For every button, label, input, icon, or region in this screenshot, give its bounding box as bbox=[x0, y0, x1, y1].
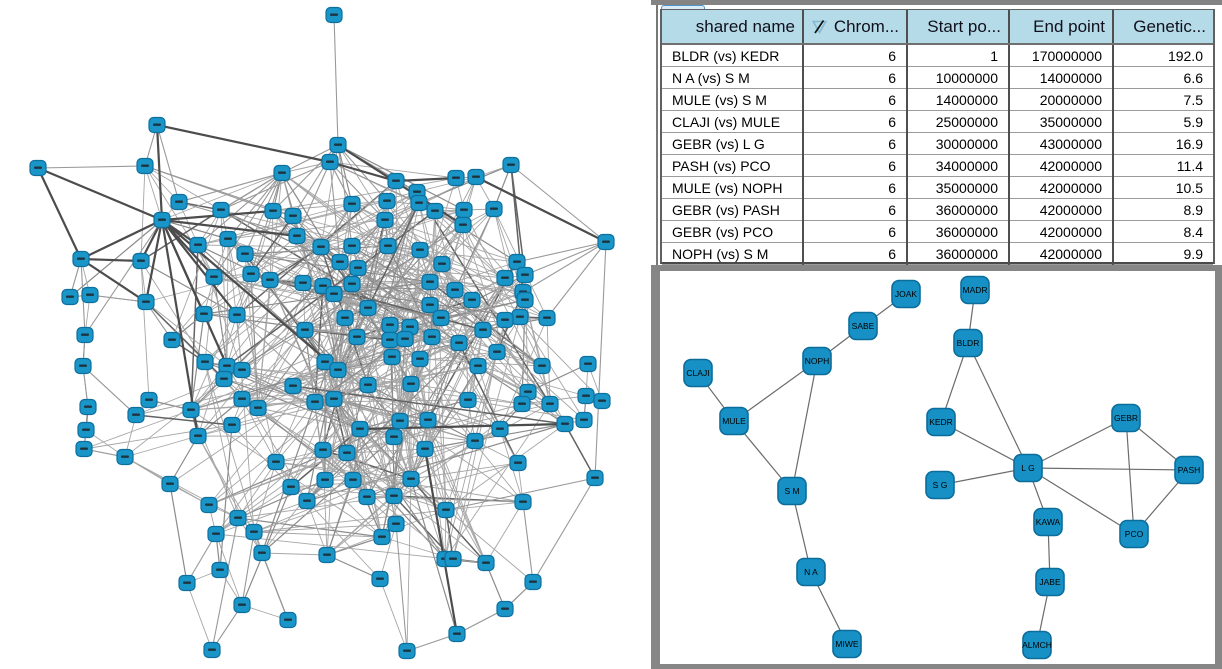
svg-text:PASH: PASH bbox=[1178, 465, 1201, 475]
svg-text:MULE: MULE bbox=[722, 416, 746, 426]
svg-text:S M: S M bbox=[784, 486, 799, 496]
svg-text:MADR: MADR bbox=[962, 285, 987, 295]
svg-text:ALMCH: ALMCH bbox=[1022, 640, 1052, 650]
svg-text:KEDR: KEDR bbox=[929, 417, 953, 427]
svg-text:S G: S G bbox=[933, 480, 948, 490]
svg-text:PCO: PCO bbox=[1125, 529, 1144, 539]
svg-text:GEBR: GEBR bbox=[1114, 413, 1138, 423]
svg-text:L G: L G bbox=[1021, 463, 1034, 473]
svg-text:MIWE: MIWE bbox=[835, 639, 858, 649]
svg-text:SABE: SABE bbox=[852, 321, 875, 331]
svg-text:CLAJI: CLAJI bbox=[686, 368, 709, 378]
svg-text:NOPH: NOPH bbox=[805, 356, 830, 366]
svg-text:N A: N A bbox=[804, 567, 818, 577]
svg-text:KAWA: KAWA bbox=[1036, 517, 1061, 527]
svg-text:JABE: JABE bbox=[1039, 577, 1061, 587]
svg-text:JOAK: JOAK bbox=[895, 289, 918, 299]
svg-text:BLDR: BLDR bbox=[957, 338, 980, 348]
